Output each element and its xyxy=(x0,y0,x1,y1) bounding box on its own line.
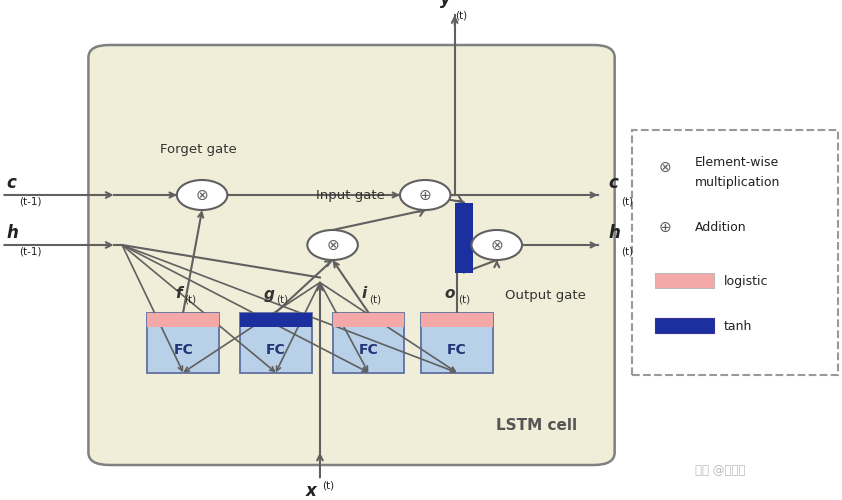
Text: (t): (t) xyxy=(621,196,633,206)
Circle shape xyxy=(640,212,690,242)
FancyBboxPatch shape xyxy=(421,312,493,372)
FancyBboxPatch shape xyxy=(147,312,219,372)
FancyBboxPatch shape xyxy=(88,45,615,465)
Text: Element-wise: Element-wise xyxy=(695,156,779,169)
Text: FC: FC xyxy=(447,342,466,356)
Circle shape xyxy=(307,230,358,260)
Text: f: f xyxy=(175,286,182,302)
FancyBboxPatch shape xyxy=(240,312,312,372)
FancyBboxPatch shape xyxy=(421,312,493,326)
Text: ⊗: ⊗ xyxy=(195,188,209,202)
Text: (t): (t) xyxy=(184,295,196,305)
Circle shape xyxy=(400,180,450,210)
Text: Forget gate: Forget gate xyxy=(160,144,237,156)
Text: (t): (t) xyxy=(322,480,333,490)
FancyBboxPatch shape xyxy=(240,312,312,326)
Circle shape xyxy=(177,180,227,210)
Text: (t): (t) xyxy=(456,11,467,21)
Text: (t-1): (t-1) xyxy=(19,246,42,256)
Text: (t-1): (t-1) xyxy=(19,196,42,206)
Text: i: i xyxy=(361,286,367,302)
Text: logistic: logistic xyxy=(724,274,769,287)
Text: FC: FC xyxy=(173,342,193,356)
Text: LSTM cell: LSTM cell xyxy=(496,418,577,432)
FancyBboxPatch shape xyxy=(333,312,404,326)
Text: ⊗: ⊗ xyxy=(658,160,672,175)
Text: h: h xyxy=(609,224,621,242)
FancyBboxPatch shape xyxy=(147,312,219,326)
FancyBboxPatch shape xyxy=(655,272,714,287)
FancyBboxPatch shape xyxy=(455,202,473,272)
Text: tanh: tanh xyxy=(724,320,753,332)
Text: Addition: Addition xyxy=(695,221,746,234)
Text: y: y xyxy=(440,0,450,8)
FancyBboxPatch shape xyxy=(333,312,404,372)
Text: FC: FC xyxy=(266,342,285,356)
FancyBboxPatch shape xyxy=(632,130,838,375)
Text: x: x xyxy=(306,482,317,500)
Circle shape xyxy=(640,152,690,182)
Text: ⊕: ⊕ xyxy=(658,220,672,235)
Text: (t): (t) xyxy=(458,295,470,305)
Text: FC: FC xyxy=(359,342,378,356)
Text: 知乳 @郑思座: 知乳 @郑思座 xyxy=(695,464,745,476)
Text: ⊗: ⊗ xyxy=(490,238,504,252)
FancyBboxPatch shape xyxy=(655,318,714,332)
Text: h: h xyxy=(7,224,19,242)
Text: c: c xyxy=(7,174,17,192)
Text: Output gate: Output gate xyxy=(505,288,586,302)
Text: multiplication: multiplication xyxy=(695,176,780,189)
Text: ⊕: ⊕ xyxy=(418,188,432,202)
Text: g: g xyxy=(264,286,274,302)
Text: c: c xyxy=(609,174,619,192)
Circle shape xyxy=(472,230,522,260)
Text: o: o xyxy=(445,286,455,302)
Text: Input gate: Input gate xyxy=(316,188,385,202)
Text: (t): (t) xyxy=(621,246,633,256)
Text: (t): (t) xyxy=(276,295,289,305)
Text: (t): (t) xyxy=(369,295,381,305)
Text: ⊗: ⊗ xyxy=(326,238,339,252)
